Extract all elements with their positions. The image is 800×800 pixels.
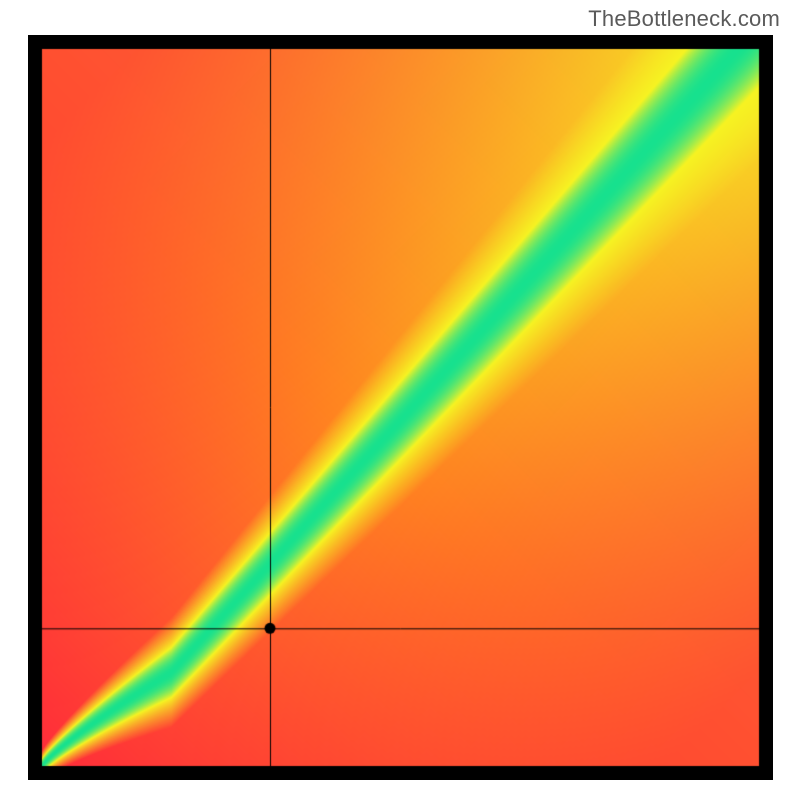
heatmap-canvas [28, 35, 773, 780]
figure-root: TheBottleneck.com [0, 0, 800, 800]
plot-area [28, 35, 773, 780]
watermark: TheBottleneck.com [588, 6, 780, 32]
